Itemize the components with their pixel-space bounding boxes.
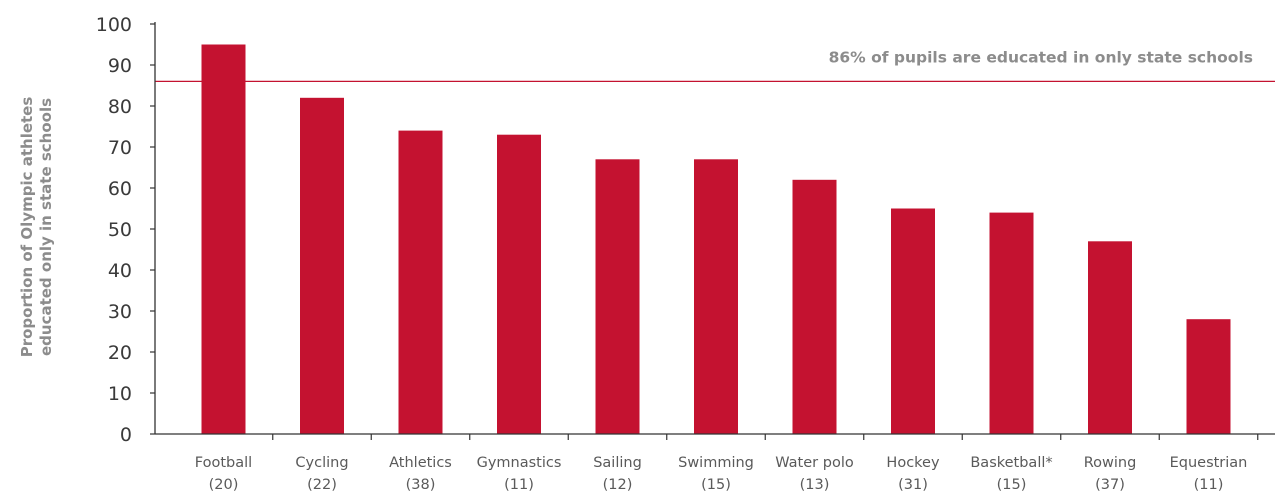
y-tick-label: 0: [120, 424, 132, 446]
bar-1: [300, 97, 344, 435]
y-tick-label: 90: [108, 55, 132, 77]
y-tick-label: 60: [108, 178, 132, 200]
x-tick-count: (20): [209, 477, 239, 493]
bar-9: [1088, 241, 1132, 434]
x-tick-label: Water polo: [775, 455, 854, 471]
bar-7: [891, 208, 935, 434]
y-tick-label: 10: [108, 383, 132, 405]
x-tick-label: Football: [195, 455, 252, 471]
y-tick-label: 70: [108, 137, 132, 159]
x-tick-count: (31): [898, 477, 928, 493]
y-tick-label: 100: [96, 14, 132, 36]
bar-8: [989, 212, 1034, 434]
x-tick-label: Basketball*: [970, 455, 1052, 471]
y-axis-ticks: 0 10 20 30 40 50 60 70 80 90 100: [96, 14, 155, 446]
bar-10: [1186, 319, 1231, 434]
bars-group: [201, 44, 1231, 435]
y-tick-label: 80: [108, 96, 132, 118]
y-axis-title-line-2: educated only in state schools: [37, 98, 55, 356]
y-axis-title: Proportion of Olympic athletes educated …: [18, 97, 55, 358]
x-tick-label: Cycling: [295, 455, 348, 471]
x-tick-label: Athletics: [389, 455, 452, 471]
x-tick-count: (15): [701, 477, 731, 493]
x-tick-label: Rowing: [1084, 455, 1137, 471]
bar-4: [595, 159, 640, 435]
bar-6: [792, 179, 837, 434]
x-tick-count: (22): [307, 477, 337, 493]
x-tick-count: (12): [603, 477, 633, 493]
reference-line-label: 86% of pupils are educated in only state…: [829, 48, 1253, 66]
y-tick-label: 20: [108, 342, 132, 364]
x-tick-count: (15): [997, 477, 1027, 493]
bar-3: [497, 134, 541, 434]
x-tick-label: Equestrian: [1170, 455, 1248, 471]
y-tick-label: 40: [108, 260, 132, 282]
x-tick-count: (13): [800, 477, 830, 493]
x-tick-count: (37): [1095, 477, 1125, 493]
x-tick-label: Gymnastics: [477, 455, 562, 471]
x-tick-label: Sailing: [593, 455, 642, 471]
bar-0: [201, 44, 246, 434]
y-tick-label: 50: [108, 219, 132, 241]
bar-2: [398, 130, 443, 434]
x-tick-count: (38): [406, 477, 436, 493]
bar-5: [694, 159, 738, 435]
x-axis-ticks: Football (20) Cycling (22) Athletics (38) Gymn…: [195, 434, 1259, 493]
y-axis-title-line-1: Proportion of Olympic athletes: [18, 97, 36, 358]
y-tick-label: 30: [108, 301, 132, 323]
x-tick-label: Swimming: [678, 455, 754, 471]
x-tick-count: (11): [504, 477, 534, 493]
x-tick-count: (11): [1194, 477, 1224, 493]
x-tick-label: Hockey: [886, 455, 940, 471]
